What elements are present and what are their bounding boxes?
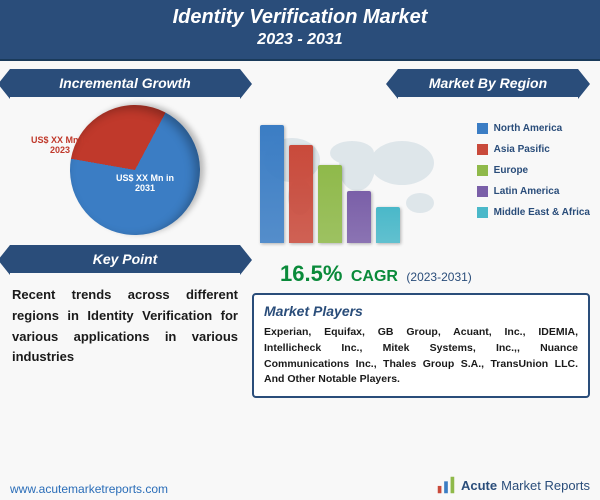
legend-item: Latin America	[477, 186, 590, 197]
legend-label: Latin America	[494, 186, 560, 197]
cagr-value: 16.5%	[280, 261, 342, 286]
key-point-ribbon: Key Point	[10, 245, 240, 273]
legend-label: North America	[494, 123, 563, 134]
logo-text-light: Market Reports	[501, 478, 590, 493]
bar	[318, 165, 342, 243]
bar	[289, 145, 313, 243]
legend-swatch	[477, 186, 488, 197]
main-content: Incremental Growth US$ XX Mn in 2023 US$…	[0, 61, 600, 398]
legend-item: Middle East & Africa	[477, 207, 590, 218]
footer: www.acutemarketreports.com Acute Market …	[10, 474, 590, 496]
left-column: Incremental Growth US$ XX Mn in 2023 US$…	[10, 69, 240, 398]
pie-chart: US$ XX Mn in 2023 US$ XX Mn in 2031	[35, 105, 215, 235]
incremental-growth-ribbon: Incremental Growth	[10, 69, 240, 97]
legend-swatch	[477, 144, 488, 155]
cagr-label: CAGR	[351, 268, 398, 285]
logo-text-bold: Acute	[461, 478, 497, 493]
logo: Acute Market Reports	[435, 474, 590, 496]
pie-label-2031: US$ XX Mn in 2031	[105, 173, 185, 193]
legend-item: North America	[477, 123, 590, 134]
legend-label: Asia Pasific	[494, 144, 550, 155]
region-chart-area: North America Asia Pasific Europe Latin Ame…	[252, 105, 590, 255]
legend-swatch	[477, 207, 488, 218]
key-point-text: Recent trends across different regions i…	[10, 281, 240, 372]
bar	[347, 191, 371, 243]
footer-url: www.acutemarketreports.com	[10, 482, 168, 496]
logo-icon	[435, 474, 457, 496]
legend-label: Europe	[494, 165, 528, 176]
header: Identity Verification Market 2023 - 2031	[0, 0, 600, 61]
market-players-box: Market Players Experian, Equifax, GB Gro…	[252, 293, 590, 398]
page-title: Identity Verification Market	[0, 6, 600, 29]
market-players-text: Experian, Equifax, GB Group, Acuant, Inc…	[264, 325, 578, 388]
legend-swatch	[477, 123, 488, 134]
bar-chart	[260, 123, 400, 243]
market-players-title: Market Players	[264, 303, 578, 319]
cagr-period: (2023-2031)	[406, 270, 471, 284]
bar	[376, 207, 400, 243]
legend-swatch	[477, 165, 488, 176]
pie-label-2023: US$ XX Mn in 2023	[25, 135, 95, 155]
cagr-row: 16.5% CAGR (2023-2031)	[252, 261, 590, 287]
page-period: 2023 - 2031	[0, 31, 600, 49]
legend-item: Asia Pasific	[477, 144, 590, 155]
market-region-ribbon: Market By Region	[398, 69, 578, 97]
legend-item: Europe	[477, 165, 590, 176]
region-legend: North America Asia Pasific Europe Latin Ame…	[477, 123, 590, 218]
legend-label: Middle East & Africa	[494, 207, 590, 218]
bar	[260, 125, 284, 243]
pie-slices	[60, 95, 211, 246]
right-column: Market By Region North America Asia Pasif…	[252, 69, 590, 398]
